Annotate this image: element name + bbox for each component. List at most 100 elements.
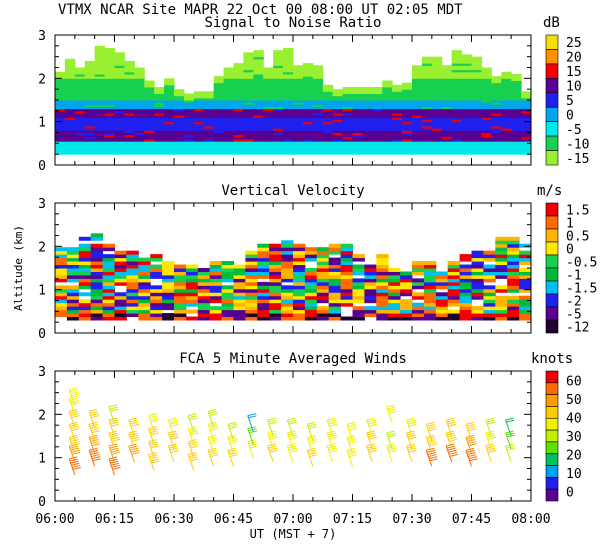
vv-cell	[245, 285, 258, 290]
snr-cell	[451, 54, 463, 58]
snr-cell	[223, 87, 234, 90]
snr-cell	[104, 76, 115, 79]
snr-cell	[511, 100, 522, 103]
snr-cell	[441, 106, 453, 110]
vv-cell	[114, 316, 127, 321]
snr-cell	[293, 145, 304, 149]
snr-cell	[471, 104, 482, 107]
snr-cell	[124, 145, 135, 149]
vv-cell	[233, 274, 246, 279]
snr-cell	[273, 136, 284, 140]
snr-cell	[114, 71, 125, 75]
snr-cell	[84, 110, 96, 114]
snr-cell	[372, 145, 383, 149]
snr-cell	[164, 145, 175, 149]
snr-cell	[283, 58, 294, 62]
snr-cell	[521, 119, 532, 123]
snr-cell	[312, 87, 324, 90]
vv-cell	[447, 309, 461, 314]
wind-barb	[465, 434, 477, 454]
snr-cell	[243, 80, 254, 84]
snr-cell	[55, 139, 66, 142]
vv-cell	[483, 292, 496, 297]
snr-cell	[243, 121, 254, 125]
vv-cell	[471, 285, 484, 290]
snr-cell	[491, 102, 502, 105]
snr-cell	[84, 84, 96, 88]
snr-cell	[233, 136, 244, 140]
vv-cell	[90, 316, 104, 321]
snr-cell	[64, 69, 76, 73]
snr-cell	[223, 89, 234, 92]
snr-cell	[193, 130, 205, 133]
snr-cell	[332, 141, 344, 144]
snr-cell	[104, 147, 115, 151]
snr-cell	[342, 110, 353, 114]
vv-cell	[423, 278, 437, 283]
vv-unit: m/s	[537, 183, 562, 199]
snr-cell	[431, 119, 443, 123]
vv-cell	[245, 295, 258, 300]
vv-cell	[55, 257, 68, 262]
vv-cell	[364, 295, 377, 300]
snr-cell	[421, 152, 433, 155]
snr-cell	[421, 139, 433, 142]
snr-cell	[223, 78, 234, 81]
vv-cell	[150, 257, 163, 262]
snr-cell	[263, 80, 274, 84]
snr-cell	[461, 97, 472, 101]
vv-cell	[376, 261, 389, 266]
snr-cell	[501, 84, 512, 88]
snr-cell	[441, 95, 453, 99]
snr-cell	[521, 97, 532, 101]
snr-cell	[412, 136, 423, 140]
snr-cell	[441, 132, 453, 136]
vv-cell	[364, 268, 377, 272]
snr-cell	[114, 123, 125, 127]
vv-cbar-swatch	[545, 319, 559, 334]
snr-cell	[293, 91, 304, 94]
snr-cell	[84, 149, 96, 153]
snr-cell	[402, 84, 413, 88]
snr-cell	[164, 115, 175, 118]
snr-cell	[283, 141, 294, 144]
snr-cell	[243, 147, 254, 151]
vv-cell	[281, 288, 294, 293]
snr-cell	[293, 130, 304, 133]
vv-cell	[352, 299, 365, 304]
vv-cell	[376, 257, 389, 262]
snr-cell	[84, 69, 96, 73]
snr-cell	[342, 134, 353, 138]
vv-cell	[162, 295, 175, 300]
vv-cell	[316, 316, 330, 321]
snr-cell	[164, 152, 175, 155]
snr-cell	[402, 123, 413, 127]
snr-cell	[74, 143, 86, 146]
wind-barb	[88, 408, 100, 428]
snr-cell	[382, 115, 393, 118]
snr-cell	[352, 147, 363, 151]
vv-cell	[483, 271, 496, 276]
snr-cell	[233, 130, 244, 133]
snr-cell	[421, 113, 433, 116]
snr-cell	[511, 130, 522, 133]
snr-cell	[114, 113, 125, 116]
snr-cell	[521, 132, 532, 136]
snr-cell	[243, 97, 254, 101]
snr-cell	[94, 128, 106, 131]
snr-cell	[322, 115, 334, 118]
snr-cell	[124, 121, 135, 125]
snr-cell	[501, 152, 512, 155]
snr-cell	[94, 67, 106, 71]
snr-cell	[174, 106, 185, 110]
snr-cell	[134, 74, 145, 77]
snr-cell	[193, 95, 205, 99]
snr-cell	[213, 91, 225, 94]
vv-cell	[138, 261, 151, 266]
snr-cell	[421, 147, 433, 151]
snr-cell	[183, 102, 195, 105]
snr-cell	[114, 119, 125, 123]
vv-cell	[174, 264, 187, 269]
vv-cell	[412, 261, 425, 266]
winds-cbar-label: 40	[566, 411, 582, 426]
